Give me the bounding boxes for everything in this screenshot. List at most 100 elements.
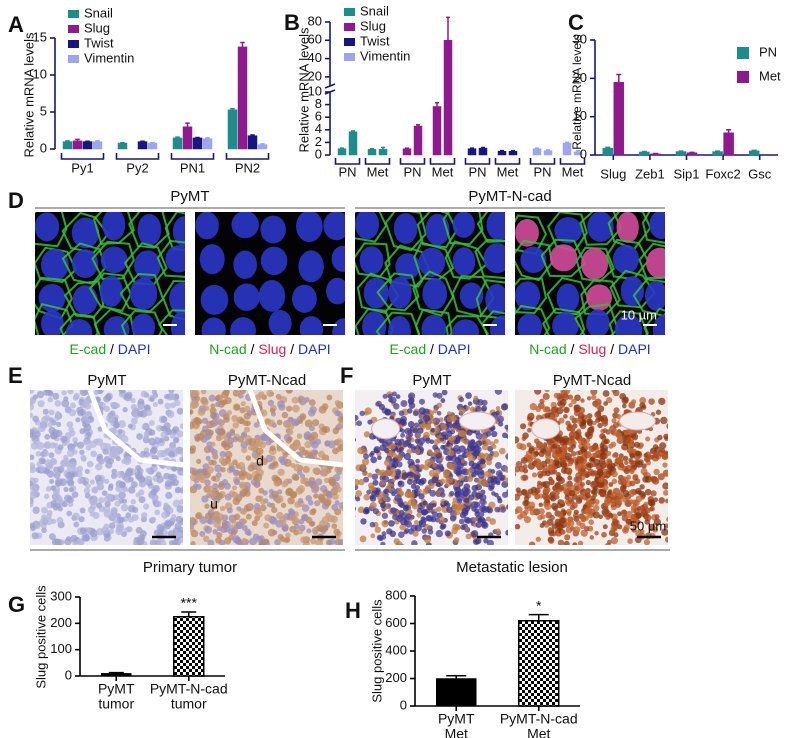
cell	[248, 445, 253, 450]
cell	[225, 494, 232, 501]
cell	[164, 403, 171, 410]
cell	[85, 469, 90, 474]
cell	[218, 483, 225, 490]
cell	[666, 517, 671, 522]
cell	[325, 523, 330, 528]
nucleus	[460, 282, 484, 308]
x-tick-label: PN	[338, 164, 356, 179]
cell	[355, 490, 362, 497]
cell	[587, 420, 593, 426]
bar	[614, 82, 624, 155]
cell	[269, 493, 274, 498]
bar	[203, 139, 212, 149]
nucleus	[422, 278, 447, 310]
cell	[573, 513, 579, 519]
cell	[309, 406, 316, 413]
cell	[466, 518, 472, 524]
cell	[512, 436, 519, 443]
bar	[479, 148, 487, 155]
cell	[391, 467, 396, 472]
nucleus	[362, 311, 386, 342]
bar	[676, 152, 686, 155]
cell	[436, 435, 441, 440]
y-tick-label: 80	[308, 13, 322, 28]
cell	[204, 504, 209, 509]
cell	[270, 456, 275, 461]
cell	[501, 404, 508, 411]
caption-part: /	[106, 341, 118, 357]
nucleus	[260, 216, 285, 244]
cell	[254, 473, 262, 481]
cell	[194, 418, 201, 425]
cell	[267, 502, 272, 507]
cell	[494, 439, 499, 444]
cell	[586, 500, 592, 506]
cell	[648, 499, 655, 506]
cell	[522, 475, 528, 481]
cell	[85, 483, 91, 489]
cell	[482, 435, 487, 440]
error-bar	[250, 135, 255, 136]
cell	[479, 505, 486, 512]
cell	[211, 412, 217, 418]
cell	[104, 443, 111, 450]
cell	[153, 485, 160, 492]
cell	[114, 446, 121, 453]
cell	[564, 541, 570, 547]
cell	[49, 452, 55, 458]
cell	[624, 437, 631, 444]
x-tick-label: Gsc	[748, 166, 772, 181]
cell	[315, 478, 322, 485]
error-bar	[446, 17, 450, 40]
error-bar	[381, 147, 385, 149]
legend-label: Snail	[84, 5, 113, 20]
legend-swatch	[344, 53, 355, 61]
cell	[161, 512, 168, 519]
cell	[552, 532, 557, 537]
x-tick-label: Met	[562, 164, 584, 179]
error-bar	[546, 150, 550, 151]
cell	[53, 443, 59, 449]
cell	[321, 426, 327, 432]
cell	[649, 507, 654, 512]
cell	[494, 507, 500, 513]
cell	[277, 489, 282, 494]
y-axis-label: Slug positive cells	[33, 585, 48, 689]
cell	[415, 524, 422, 531]
bar	[118, 143, 127, 149]
bracket	[172, 153, 214, 159]
cell	[414, 520, 419, 525]
cell	[282, 412, 289, 419]
cell	[480, 459, 485, 464]
cell	[467, 468, 472, 473]
cell	[331, 504, 338, 511]
legend-label: Met	[759, 68, 781, 83]
cell	[360, 463, 366, 469]
cell	[666, 423, 673, 430]
cell	[297, 529, 303, 535]
bar	[509, 151, 517, 155]
cell	[616, 457, 623, 464]
cell	[441, 431, 447, 437]
cell	[572, 542, 577, 547]
x-tick-label: Met	[432, 164, 454, 179]
cell	[456, 469, 462, 475]
cell	[216, 513, 224, 521]
cell	[630, 489, 635, 494]
cell	[349, 502, 355, 508]
bracket	[466, 158, 490, 164]
cell	[372, 480, 378, 486]
cell	[125, 469, 133, 477]
cell	[466, 406, 471, 411]
cell	[67, 449, 74, 456]
legend-swatch	[344, 38, 355, 46]
cell	[462, 507, 469, 514]
bar	[349, 132, 357, 155]
cell	[274, 539, 281, 546]
cell	[462, 487, 468, 493]
section-caption: Primary tumor	[143, 559, 237, 576]
cell	[591, 453, 597, 459]
error-bar	[435, 103, 439, 107]
cell	[157, 478, 163, 484]
cell	[234, 404, 241, 411]
